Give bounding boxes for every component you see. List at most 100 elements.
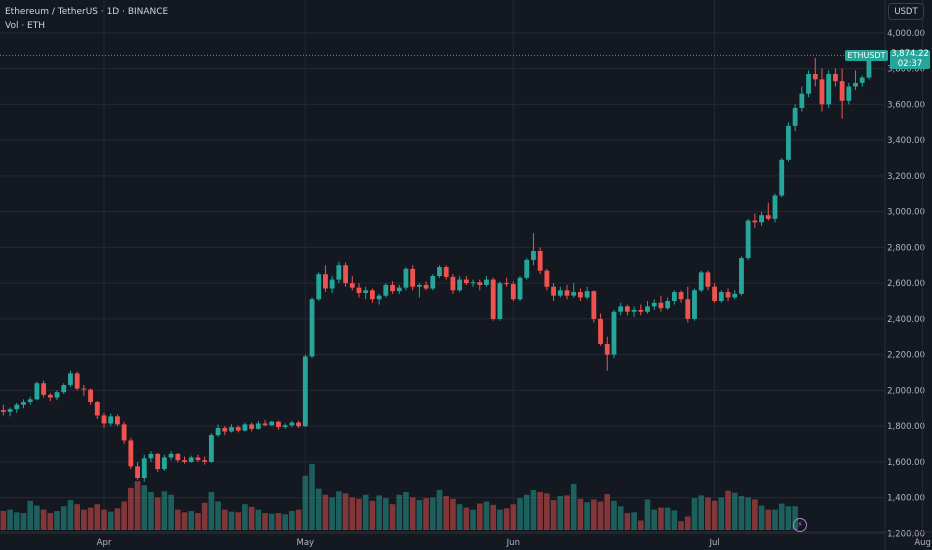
volume-bar bbox=[148, 492, 154, 530]
volume-bar bbox=[584, 502, 590, 530]
volume-bar bbox=[758, 505, 765, 530]
volume-bar bbox=[255, 509, 262, 530]
candle-body bbox=[551, 286, 556, 296]
candle-body bbox=[168, 453, 174, 458]
candle-body bbox=[457, 279, 463, 291]
volume-bar bbox=[174, 509, 181, 530]
candle-body bbox=[799, 93, 805, 108]
volume-bar bbox=[221, 509, 228, 530]
candle-body bbox=[665, 301, 671, 309]
volume-bar bbox=[557, 496, 564, 530]
currency-button[interactable]: USDT bbox=[888, 3, 924, 20]
volume-bar bbox=[443, 496, 450, 530]
volume-bar bbox=[228, 511, 235, 530]
candle-body bbox=[195, 457, 201, 461]
volume-bar bbox=[403, 492, 409, 530]
candle-body bbox=[718, 292, 724, 302]
volume-bar bbox=[510, 504, 517, 530]
candle-body bbox=[175, 453, 181, 461]
volume-bar bbox=[637, 520, 644, 530]
candle-body bbox=[128, 440, 134, 467]
volume-bar bbox=[315, 488, 322, 530]
volume-bar bbox=[778, 503, 785, 530]
volume-bar bbox=[570, 483, 577, 530]
x-tick-label: Jul bbox=[708, 538, 719, 548]
y-tick-label: 2,200.00 bbox=[887, 351, 925, 361]
candle-body bbox=[356, 287, 362, 293]
candle-body bbox=[812, 73, 818, 80]
volume-bar bbox=[13, 512, 20, 530]
candle-body bbox=[88, 389, 94, 403]
candle-body bbox=[323, 274, 328, 289]
candle-body bbox=[235, 427, 241, 431]
volume-bar bbox=[624, 513, 631, 530]
volume-bar bbox=[141, 485, 148, 530]
candle-body bbox=[577, 292, 583, 298]
candle-body bbox=[229, 427, 234, 432]
volume-bar bbox=[282, 514, 288, 530]
volume-bar bbox=[591, 499, 597, 530]
candle-body bbox=[598, 318, 603, 344]
candle-body bbox=[853, 82, 858, 87]
volume-bar bbox=[671, 510, 678, 530]
candle-body bbox=[571, 292, 577, 296]
volume-bar bbox=[550, 500, 557, 530]
volume-bar bbox=[336, 491, 342, 530]
candle-body bbox=[645, 306, 650, 312]
volume-bar bbox=[369, 500, 376, 530]
candle-body bbox=[101, 415, 107, 424]
candle-body bbox=[21, 402, 26, 405]
candle-body bbox=[866, 55, 872, 78]
volume-indicator-label[interactable]: Vol · ETH bbox=[5, 21, 45, 31]
volume-bar bbox=[711, 500, 718, 530]
y-tick-label: 1,600.00 bbox=[887, 458, 925, 468]
volume-bar bbox=[235, 512, 242, 530]
volume-bar bbox=[517, 498, 523, 530]
candle-body bbox=[309, 299, 315, 357]
candle-body bbox=[27, 399, 33, 403]
candle-body bbox=[336, 265, 342, 280]
y-tick-label: 2,400.00 bbox=[887, 315, 925, 325]
volume-bar bbox=[67, 500, 74, 530]
volume-bar bbox=[396, 494, 403, 530]
candle-body bbox=[68, 373, 73, 386]
candle-body bbox=[416, 284, 422, 287]
volume-bar bbox=[114, 508, 121, 530]
volume-bar bbox=[74, 504, 80, 530]
candle-body bbox=[504, 283, 510, 285]
y-tick-label: 1,400.00 bbox=[887, 494, 925, 504]
candle-body bbox=[537, 250, 543, 271]
candle-body bbox=[34, 383, 40, 400]
candle-body bbox=[510, 284, 516, 300]
candle-body bbox=[255, 423, 261, 429]
volume-bar bbox=[54, 511, 60, 530]
volume-bar bbox=[107, 511, 114, 530]
volume-bar bbox=[691, 498, 698, 530]
y-tick-label: 3,200.00 bbox=[887, 172, 925, 182]
volume-bar bbox=[409, 497, 416, 530]
candle-body bbox=[725, 292, 731, 298]
candle-body bbox=[819, 79, 825, 105]
volume-bar bbox=[725, 490, 731, 530]
candle-body bbox=[604, 343, 610, 355]
volume-bar bbox=[450, 498, 456, 530]
volume-bar bbox=[34, 505, 40, 530]
volume-bar bbox=[20, 513, 27, 530]
candle-body bbox=[276, 421, 281, 428]
volume-bar bbox=[262, 513, 268, 530]
volume-bar bbox=[168, 494, 174, 530]
volume-bar bbox=[503, 508, 510, 530]
volume-bar bbox=[718, 497, 725, 530]
candle-body bbox=[826, 73, 832, 105]
volume-bar bbox=[731, 492, 738, 530]
volume-bar bbox=[698, 495, 705, 530]
candle-body bbox=[148, 453, 154, 459]
candle-body bbox=[376, 295, 382, 300]
candle-body bbox=[631, 309, 637, 312]
candle-body bbox=[423, 284, 429, 289]
lightning-icon[interactable]: ⚡ bbox=[793, 518, 807, 532]
volume-bar bbox=[617, 506, 624, 530]
volume-bar bbox=[248, 506, 255, 530]
candle-body bbox=[437, 267, 442, 276]
